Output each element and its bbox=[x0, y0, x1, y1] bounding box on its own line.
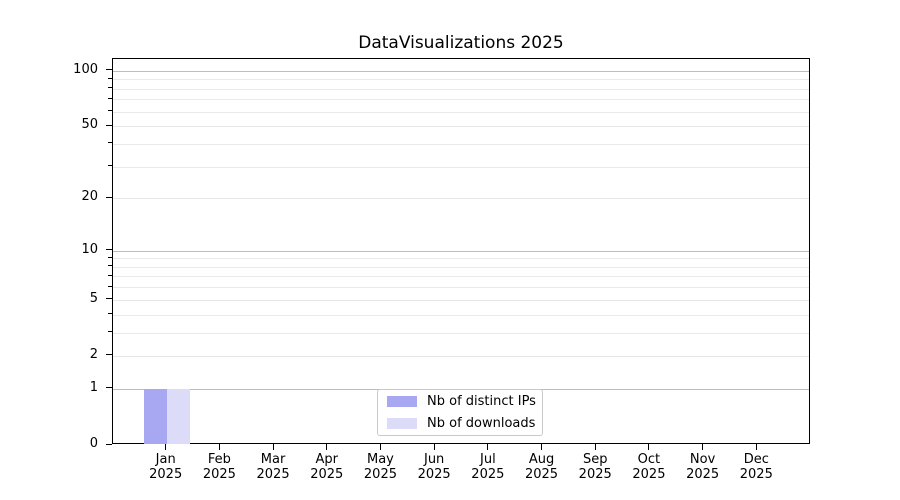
y-tick-mark bbox=[106, 354, 112, 356]
x-tick-mark bbox=[218, 444, 220, 450]
x-tick-mark bbox=[326, 444, 328, 450]
bar-nb-of-downloads bbox=[166, 388, 190, 444]
x-tick-mark bbox=[165, 444, 167, 450]
legend-swatch-downloads bbox=[387, 418, 417, 429]
y-gridline-minor bbox=[113, 258, 809, 260]
y-gridline-minor bbox=[113, 88, 809, 90]
y-gridline-major bbox=[113, 250, 809, 252]
x-tick-mark bbox=[648, 444, 650, 450]
x-tick-mark bbox=[702, 444, 704, 450]
y-gridline-minor bbox=[113, 143, 809, 145]
y-minor-tick-mark bbox=[108, 142, 112, 144]
x-tick-label: Aug 2025 bbox=[524, 452, 559, 482]
y-minor-tick-mark bbox=[108, 165, 112, 167]
y-minor-tick-mark bbox=[108, 110, 112, 112]
y-tick-mark bbox=[106, 387, 112, 389]
y-minor-tick-mark bbox=[108, 331, 112, 333]
y-minor-tick-mark bbox=[108, 256, 112, 258]
chart-title: DataVisualizations 2025 bbox=[358, 33, 564, 53]
legend-item-downloads: Nb of downloads bbox=[378, 415, 542, 433]
x-tick-mark bbox=[272, 444, 274, 450]
y-gridline-minor bbox=[113, 314, 809, 316]
y-tick-label: 100 bbox=[73, 61, 98, 77]
y-minor-tick-mark bbox=[108, 87, 112, 89]
y-gridline-minor bbox=[113, 266, 809, 268]
x-tick-label: Sep 2025 bbox=[578, 452, 612, 482]
y-minor-tick-mark bbox=[108, 97, 112, 99]
y-gridline-minor bbox=[113, 99, 809, 101]
x-tick-mark bbox=[541, 444, 543, 450]
x-tick-label: Jun 2025 bbox=[417, 452, 451, 482]
y-minor-tick-mark bbox=[108, 285, 112, 287]
y-tick-label: 1 bbox=[89, 379, 98, 395]
y-tick-mark bbox=[106, 196, 112, 198]
y-tick-mark bbox=[106, 124, 112, 126]
y-minor-tick-mark bbox=[108, 313, 112, 315]
y-tick-label: 5 bbox=[89, 290, 98, 306]
y-gridline-minor bbox=[113, 287, 809, 289]
y-tick-label: 50 bbox=[81, 117, 98, 133]
legend-label-downloads: Nb of downloads bbox=[427, 416, 536, 431]
x-tick-label: Jul 2025 bbox=[471, 452, 505, 482]
x-tick-label: Oct 2025 bbox=[632, 452, 666, 482]
y-tick-mark bbox=[106, 298, 112, 300]
x-tick-mark bbox=[379, 444, 381, 450]
y-gridline-minor bbox=[113, 111, 809, 113]
legend: Nb of distinct IPs Nb of downloads bbox=[377, 389, 543, 436]
x-tick-mark bbox=[487, 444, 489, 450]
y-tick-label: 10 bbox=[81, 241, 98, 257]
x-tick-label: May 2025 bbox=[363, 452, 397, 482]
legend-item-distinct-ips: Nb of distinct IPs bbox=[378, 393, 542, 411]
y-tick-label: 20 bbox=[81, 189, 98, 205]
y-gridline-minor bbox=[113, 332, 809, 334]
y-tick-label: 0 bbox=[89, 436, 98, 451]
y-gridline bbox=[113, 355, 809, 357]
x-tick-mark bbox=[433, 444, 435, 450]
x-tick-label: Apr 2025 bbox=[310, 452, 344, 482]
x-tick-label: Dec 2025 bbox=[739, 452, 773, 482]
y-minor-tick-mark bbox=[108, 274, 112, 276]
bar-nb-of-distinct-ips bbox=[143, 388, 167, 444]
x-tick-label: Feb 2025 bbox=[202, 452, 236, 482]
y-tick-mark bbox=[106, 249, 112, 251]
x-tick-mark bbox=[594, 444, 596, 450]
y-minor-tick-mark bbox=[108, 77, 112, 79]
y-gridline-minor bbox=[113, 276, 809, 278]
y-gridline-minor bbox=[113, 79, 809, 81]
y-gridline-minor bbox=[113, 166, 809, 168]
y-gridline bbox=[113, 126, 809, 128]
y-minor-tick-mark bbox=[108, 265, 112, 267]
x-tick-label: Jan 2025 bbox=[149, 452, 183, 482]
x-tick-label: Nov 2025 bbox=[686, 452, 720, 482]
y-tick-label: 2 bbox=[89, 346, 98, 362]
y-gridline bbox=[113, 299, 809, 301]
y-gridline-major bbox=[113, 70, 809, 72]
x-tick-mark bbox=[755, 444, 757, 450]
y-gridline bbox=[113, 198, 809, 200]
x-tick-label: Mar 2025 bbox=[256, 452, 290, 482]
y-tick-mark bbox=[106, 69, 112, 71]
legend-label-distinct-ips: Nb of distinct IPs bbox=[427, 394, 536, 409]
y-tick-mark bbox=[106, 443, 112, 445]
plot-area bbox=[112, 58, 810, 444]
legend-swatch-distinct-ips bbox=[387, 396, 417, 407]
